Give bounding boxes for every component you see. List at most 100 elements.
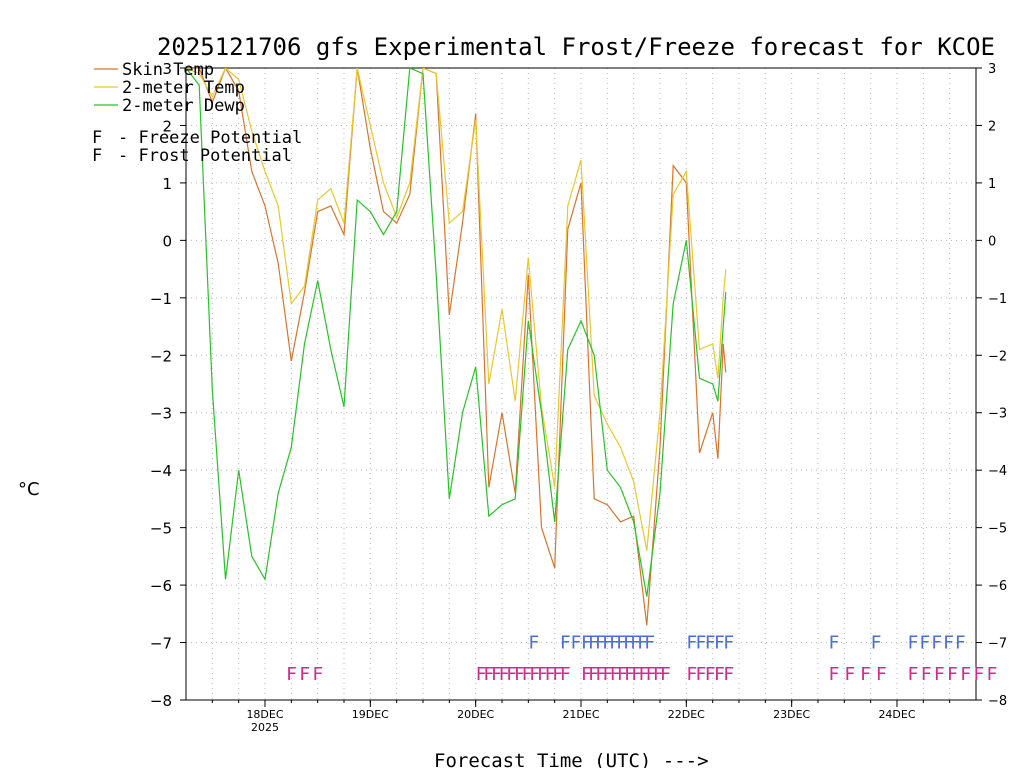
freeze-marker: F (476, 664, 487, 685)
freeze-marker: F (537, 664, 548, 685)
legend-label: - Freeze Potential (118, 128, 302, 148)
frost-marker: F (943, 633, 954, 654)
y-tick-label: −6 (150, 577, 172, 595)
freeze-marker: F (581, 664, 592, 685)
freeze-marker: F (299, 664, 310, 685)
frost-marker: F (955, 633, 966, 654)
freeze-marker: F (696, 664, 707, 685)
y-tick-label: 2 (162, 117, 172, 135)
frost-marker: F (908, 633, 919, 654)
freeze-marker: F (705, 664, 716, 685)
freeze-marker: F (588, 664, 599, 685)
frost-marker: F (528, 633, 539, 654)
series-line-2-meter-dewp (186, 68, 727, 597)
freeze-marker: F (876, 664, 887, 685)
axes: −8 −8 −7 −7 −6 −6 −5 −5 −4 −4 −3 −3 −2 −2 −1 −1 0 0 1 1 2 2 3 3… (150, 60, 1007, 734)
y-tick-label: −1 (150, 290, 172, 308)
freeze-marker: F (660, 664, 671, 685)
freeze-marker: F (610, 664, 621, 685)
frost-marker: F (560, 633, 571, 654)
y-axis-label: °C (18, 479, 40, 500)
y-tick-label: −5 (150, 520, 172, 538)
legend-symbol: F (92, 128, 102, 148)
freeze-marker: F (829, 664, 840, 685)
gridlines (186, 67, 976, 701)
frost-marker: F (919, 633, 930, 654)
freeze-marker: F (714, 664, 725, 685)
frost-marker: F (696, 633, 707, 654)
frost-marker: F (595, 633, 606, 654)
freeze-marker: F (506, 664, 517, 685)
frost-marker: F (686, 633, 697, 654)
freeze-marker: F (686, 664, 697, 685)
frost-marker: F (714, 633, 725, 654)
frost-marker: F (616, 633, 627, 654)
x-date-label: 18DEC (246, 708, 283, 721)
freeze-marker: F (514, 664, 525, 685)
y-tick-label-right: 0 (988, 234, 996, 249)
freeze-marker: F (617, 664, 628, 685)
frost-marker: F (602, 633, 613, 654)
freeze-marker: F (529, 664, 540, 685)
frost-marker: F (829, 633, 840, 654)
x-date-label: 24DEC (878, 708, 915, 721)
y-tick-label-right: −3 (988, 407, 1007, 422)
freeze-marker: F (560, 664, 571, 685)
x-axis-label: Forecast Time (UTC) ---> (434, 750, 709, 768)
freeze-marker: F (491, 664, 502, 685)
freeze-marker: F (947, 664, 958, 685)
freeze-marker: F (603, 664, 614, 685)
legend-symbol: F (92, 146, 102, 166)
frost-marker: F (705, 633, 716, 654)
frost-marker: F (609, 633, 620, 654)
y-tick-label: −2 (150, 347, 172, 365)
y-tick-label-right: −4 (988, 464, 1007, 479)
freeze-marker: F (973, 664, 984, 685)
y-tick-label: −8 (150, 692, 172, 710)
frost-marker: F (570, 633, 581, 654)
freeze-marker: F (631, 664, 642, 685)
legend-label: - Frost Potential (118, 146, 292, 166)
x-date-label: 19DEC (352, 708, 389, 721)
y-tick-label: 0 (162, 232, 172, 250)
freeze-marker: F (646, 664, 657, 685)
freeze-marker: F (522, 664, 533, 685)
freeze-marker: F (499, 664, 510, 685)
y-tick-label-right: −6 (988, 579, 1007, 594)
y-tick-label-right: −5 (988, 522, 1007, 537)
legend-label: 2-meter Temp (122, 78, 245, 98)
frost-marker: F (623, 633, 634, 654)
x-date-label: 20DEC (457, 708, 494, 721)
freeze-marker: F (595, 664, 606, 685)
freeze-marker: F (844, 664, 855, 685)
y-tick-label: −3 (150, 405, 172, 423)
frost-marker: F (871, 633, 882, 654)
freeze-marker: F (723, 664, 734, 685)
frost-marker: F (630, 633, 641, 654)
y-tick-label-right: 3 (988, 62, 996, 77)
legend-label: 2-meter Dewp (122, 96, 245, 116)
x-date-label: 21DEC (562, 708, 599, 721)
freeze-marker: F (624, 664, 635, 685)
frost-marker: F (637, 633, 648, 654)
series-line-2-meter-temp (186, 68, 727, 551)
frost-marker: F (644, 633, 655, 654)
frost-marker: F (581, 633, 592, 654)
y-tick-label-right: 2 (988, 119, 996, 134)
freeze-marker: F (653, 664, 664, 685)
x-date-label: 22DEC (668, 708, 705, 721)
legend-label: Skin Temp (122, 60, 214, 80)
freeze-marker: F (921, 664, 932, 685)
freeze-marker: F (552, 664, 563, 685)
freeze-marker: F (286, 664, 297, 685)
frost-marker: F (588, 633, 599, 654)
chart-title: 2025121706 gfs Experimental Frost/Freeze… (157, 33, 995, 61)
y-tick-label-right: −7 (988, 637, 1007, 652)
y-tick-label: −7 (150, 635, 172, 653)
y-tick-label: −4 (150, 462, 172, 480)
y-tick-label-right: −8 (988, 694, 1007, 709)
freeze-marker: F (987, 664, 998, 685)
